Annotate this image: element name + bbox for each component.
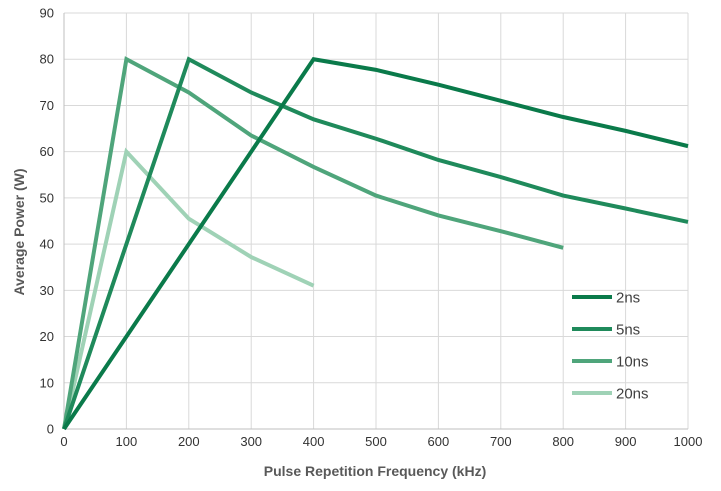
x-tick-label: 200 <box>178 434 200 449</box>
grid-layer <box>64 12 689 429</box>
series-layer <box>62 56 689 431</box>
legend-label-2ns: 2ns <box>616 290 640 307</box>
y-tick-label: 30 <box>40 283 54 298</box>
y-tick-label: 10 <box>40 375 54 390</box>
legend: 2ns 5ns 10ns 20ns <box>572 290 649 403</box>
y-tick-label: 60 <box>40 144 54 159</box>
axis-layer <box>63 13 688 430</box>
series-line-2ns <box>62 57 689 431</box>
x-tick-label: 500 <box>365 434 387 449</box>
y-tick-label: 40 <box>40 237 54 252</box>
x-tick-label: 900 <box>615 434 637 449</box>
series-line-10ns <box>62 56 564 430</box>
legend-label-10ns: 10ns <box>616 354 649 371</box>
y-tick-label: 70 <box>40 98 54 113</box>
x-tick-label: 400 <box>303 434 325 449</box>
y-tick-label: 50 <box>40 190 54 205</box>
legend-label-20ns: 20ns <box>616 386 649 403</box>
y-tick-label: 20 <box>40 329 54 344</box>
y-tick-label: 0 <box>47 422 54 437</box>
series-line-20ns <box>62 147 315 430</box>
x-tick-label: 300 <box>240 434 262 449</box>
x-axis-title: Pulse Repetition Frequency (kHz) <box>264 463 486 479</box>
legend-label-5ns: 5ns <box>616 322 640 339</box>
y-axis-title: Average Power (W) <box>11 168 27 295</box>
x-tick-label: 800 <box>552 434 574 449</box>
y-tick-label: 80 <box>40 52 54 67</box>
x-tick-label: 600 <box>428 434 450 449</box>
y-tick-label: 90 <box>40 6 54 21</box>
x-tick-label: 1000 <box>674 434 703 449</box>
series-line-5ns <box>62 56 689 430</box>
x-tick-label: 100 <box>116 434 138 449</box>
x-tick-label: 0 <box>60 434 67 449</box>
x-tick-label: 700 <box>490 434 512 449</box>
tick-labels: 0 100 200 300 400 500 600 700 800 900 1000 0 10 20 30 4… <box>40 6 703 450</box>
